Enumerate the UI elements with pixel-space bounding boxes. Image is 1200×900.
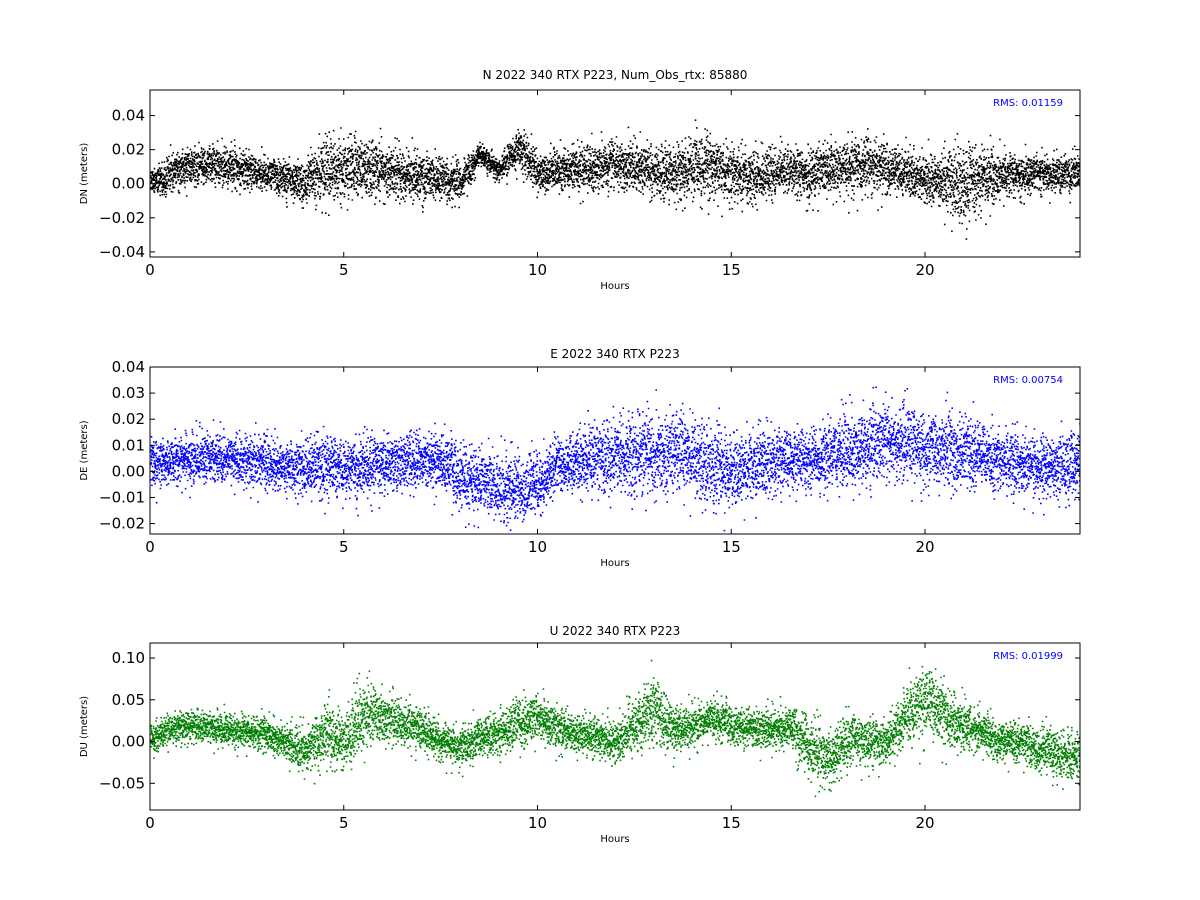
panel-title: E 2022 340 RTX P223 — [550, 347, 679, 361]
y-tick-label: −0.02 — [99, 515, 145, 533]
x-tick-label: 10 — [528, 814, 547, 832]
x-tick-label: 5 — [339, 261, 349, 279]
y-tick-label: 0.04 — [112, 358, 145, 376]
plot-frame — [149, 366, 1081, 535]
data-points — [150, 659, 1080, 798]
axis-ticks: 0 5 10 15 20 −0.02 −0.01 0.00 0.01 0.02 0.03 0.04 — [99, 358, 1080, 556]
data-series — [150, 659, 1080, 798]
y-tick-label: −0.02 — [99, 209, 145, 227]
x-tick-label: 20 — [915, 814, 934, 832]
y-tick-label: −0.05 — [99, 774, 145, 792]
x-axis-label: Hours — [600, 834, 629, 845]
x-tick-label: 15 — [722, 261, 741, 279]
panel-north: N 2022 340 RTX P223, Num_Obs_rtx: 85880 … — [79, 68, 1081, 292]
y-tick-label: −0.01 — [99, 488, 145, 506]
y-axis-label: DU (meters) — [79, 696, 90, 757]
data-series — [150, 386, 1080, 532]
y-tick-label: 0.04 — [112, 107, 145, 125]
x-tick-label: 20 — [915, 538, 934, 556]
x-tick-label: 0 — [145, 261, 155, 279]
x-tick-label: 0 — [145, 814, 155, 832]
y-tick-label: 0.02 — [112, 410, 145, 428]
y-tick-label: 0.10 — [112, 649, 145, 667]
x-tick-label: 15 — [722, 814, 741, 832]
panel-up: U 2022 340 RTX P223 0 5 10 15 20 −0.05 0.00 0.0… — [79, 624, 1081, 845]
y-axis-label: DN (meters) — [79, 143, 90, 205]
x-tick-label: 5 — [339, 538, 349, 556]
y-tick-label: 0.00 — [112, 733, 145, 751]
y-axis-label: DE (meters) — [79, 420, 90, 480]
y-tick-label: 0.02 — [112, 141, 145, 159]
panel-title: N 2022 340 RTX P223, Num_Obs_rtx: 85880 — [483, 68, 748, 82]
x-tick-label: 10 — [528, 538, 547, 556]
data-points — [150, 386, 1080, 532]
rms-annotation: RMS: 0.01999 — [993, 651, 1063, 662]
data-series — [150, 119, 1080, 240]
x-tick-label: 20 — [915, 261, 934, 279]
y-tick-label: −0.04 — [99, 243, 145, 261]
y-tick-label: 0.03 — [112, 384, 145, 402]
x-axis-label: Hours — [600, 558, 629, 569]
x-tick-label: 5 — [339, 814, 349, 832]
axis-ticks: 0 5 10 15 20 −0.04 −0.02 0.00 0.02 0.04 — [99, 90, 1080, 279]
x-tick-label: 0 — [145, 538, 155, 556]
y-tick-label: 0.00 — [112, 462, 145, 480]
rms-annotation: RMS: 0.01159 — [993, 98, 1063, 109]
y-tick-label: 0.05 — [112, 691, 145, 709]
panel-east: E 2022 340 RTX P223 0 5 10 15 20 −0.02 −0.01 0.… — [79, 347, 1081, 569]
x-tick-label: 10 — [528, 261, 547, 279]
rms-annotation: RMS: 0.00754 — [993, 375, 1063, 386]
y-tick-label: 0.01 — [112, 436, 145, 454]
y-tick-label: 0.00 — [112, 175, 145, 193]
plot-frame — [149, 642, 1081, 811]
plot-frame — [149, 89, 1081, 258]
data-points — [150, 119, 1080, 240]
x-tick-label: 15 — [722, 538, 741, 556]
x-axis-label: Hours — [600, 281, 629, 292]
panel-title: U 2022 340 RTX P223 — [550, 624, 681, 638]
axis-ticks: 0 5 10 15 20 −0.05 0.00 0.05 0.10 — [99, 643, 1080, 832]
